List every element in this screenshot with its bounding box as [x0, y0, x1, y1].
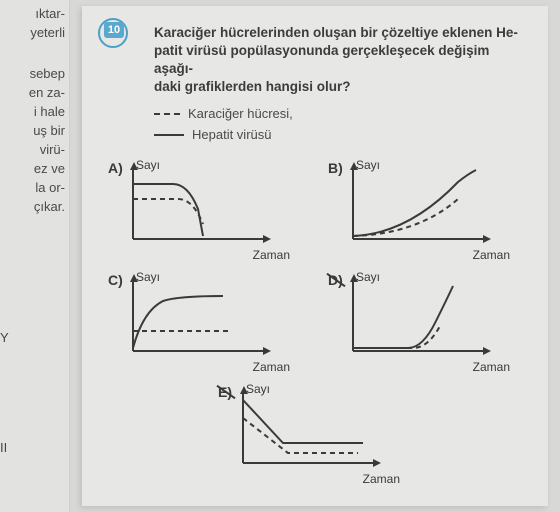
chart-b — [348, 164, 498, 250]
legend-dashed-label: Karaciğer hücresi, — [188, 106, 293, 121]
choices-grid: A) Sayı Zaman B) Sayı Zama — [108, 160, 528, 490]
page-left-fragment: ıktar- yeterli sebep en za- i hale uş bi… — [0, 0, 70, 512]
chart-c — [128, 276, 278, 362]
arrow-right-icon — [483, 347, 491, 355]
legend: Karaciğer hücresi, Hepatit virüsü — [154, 106, 528, 142]
legend-solid-label: Hepatit virüsü — [192, 127, 271, 142]
chart-a — [128, 164, 278, 250]
choice-b-label: B) — [328, 160, 343, 176]
arrow-right-icon — [373, 459, 381, 467]
choice-d: D) Sayı Zaman — [328, 272, 528, 382]
axis-x-label: Zaman — [473, 360, 510, 374]
choice-a: A) Sayı Zaman — [108, 160, 308, 270]
axis-x-label: Zaman — [253, 248, 290, 262]
axis-x-label: Zaman — [363, 472, 400, 486]
choice-c: C) Sayı Zaman — [108, 272, 308, 382]
solid-line-icon — [154, 134, 184, 136]
margin-marker-y: Y — [0, 330, 9, 345]
arrow-right-icon — [263, 347, 271, 355]
question-text: Karaciğer hücrelerinden oluşan bir çözel… — [154, 24, 528, 96]
choice-a-label: A) — [108, 160, 123, 176]
question-number: 10 — [104, 22, 124, 38]
chart-d — [348, 276, 498, 362]
choice-c-label: C) — [108, 272, 123, 288]
chart-e — [238, 388, 388, 474]
axis-x-label: Zaman — [473, 248, 510, 262]
question-sheet: Karaciğer hücrelerinden oluşan bir çözel… — [82, 6, 548, 506]
arrow-right-icon — [483, 235, 491, 243]
margin-marker-ii: II — [0, 440, 7, 455]
choice-b: B) Sayı Zaman — [328, 160, 528, 270]
arrow-right-icon — [263, 235, 271, 243]
dashed-line-icon — [154, 113, 180, 115]
choice-e: E) Sayı Zaman — [218, 384, 418, 494]
axis-x-label: Zaman — [253, 360, 290, 374]
